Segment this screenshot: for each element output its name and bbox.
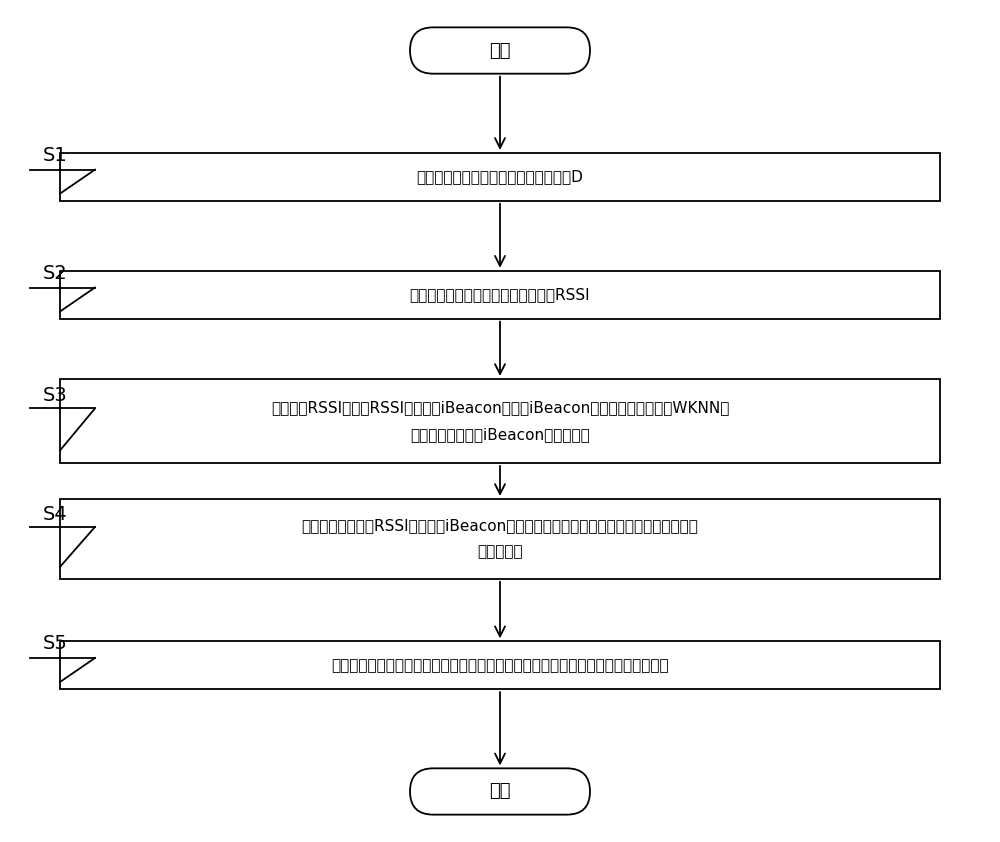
Bar bbox=[60, 271, 940, 319]
Text: 在采样点采集指纹信息，构建指纹库RSSI: 在采样点采集指纹信息，构建指纹库RSSI bbox=[410, 287, 590, 302]
Text: 在指纹库RSSI中选取RSSI值最大的iBeacon的相邻iBeacon作为参考点，并利用WKNN算: 在指纹库RSSI中选取RSSI值最大的iBeacon的相邻iBeacon作为参考… bbox=[271, 400, 729, 415]
Bar bbox=[60, 642, 940, 689]
FancyBboxPatch shape bbox=[410, 27, 590, 74]
Text: S4: S4 bbox=[43, 504, 67, 524]
Text: 到定位坐标: 到定位坐标 bbox=[477, 544, 523, 559]
Text: 结束: 结束 bbox=[489, 782, 511, 801]
Text: S3: S3 bbox=[43, 386, 67, 405]
FancyBboxPatch shape bbox=[410, 768, 590, 815]
Text: 开始: 开始 bbox=[489, 41, 511, 60]
Bar bbox=[60, 498, 940, 579]
Text: 法计算得到该相邻iBeacon的相对位置: 法计算得到该相邻iBeacon的相对位置 bbox=[410, 427, 590, 442]
Bar bbox=[60, 379, 940, 463]
Text: 将所述相对位置与RSSI值最大的iBeacon的绝对位置坐标通过累加计算得到绝对位置，得: 将所述相对位置与RSSI值最大的iBeacon的绝对位置坐标通过累加计算得到绝对… bbox=[302, 519, 698, 534]
Text: S2: S2 bbox=[43, 264, 67, 283]
Text: S1: S1 bbox=[43, 146, 67, 165]
Text: S5: S5 bbox=[43, 634, 67, 653]
Text: 利用卡尔曼滤波器修正所述定位坐标，完成基于水晶型信标布局的改进位置指纹定位: 利用卡尔曼滤波器修正所述定位坐标，完成基于水晶型信标布局的改进位置指纹定位 bbox=[331, 658, 669, 673]
Text: 在定位区域布置采样点，存储至数据库D: 在定位区域布置采样点，存储至数据库D bbox=[417, 169, 583, 184]
Bar bbox=[60, 152, 940, 200]
